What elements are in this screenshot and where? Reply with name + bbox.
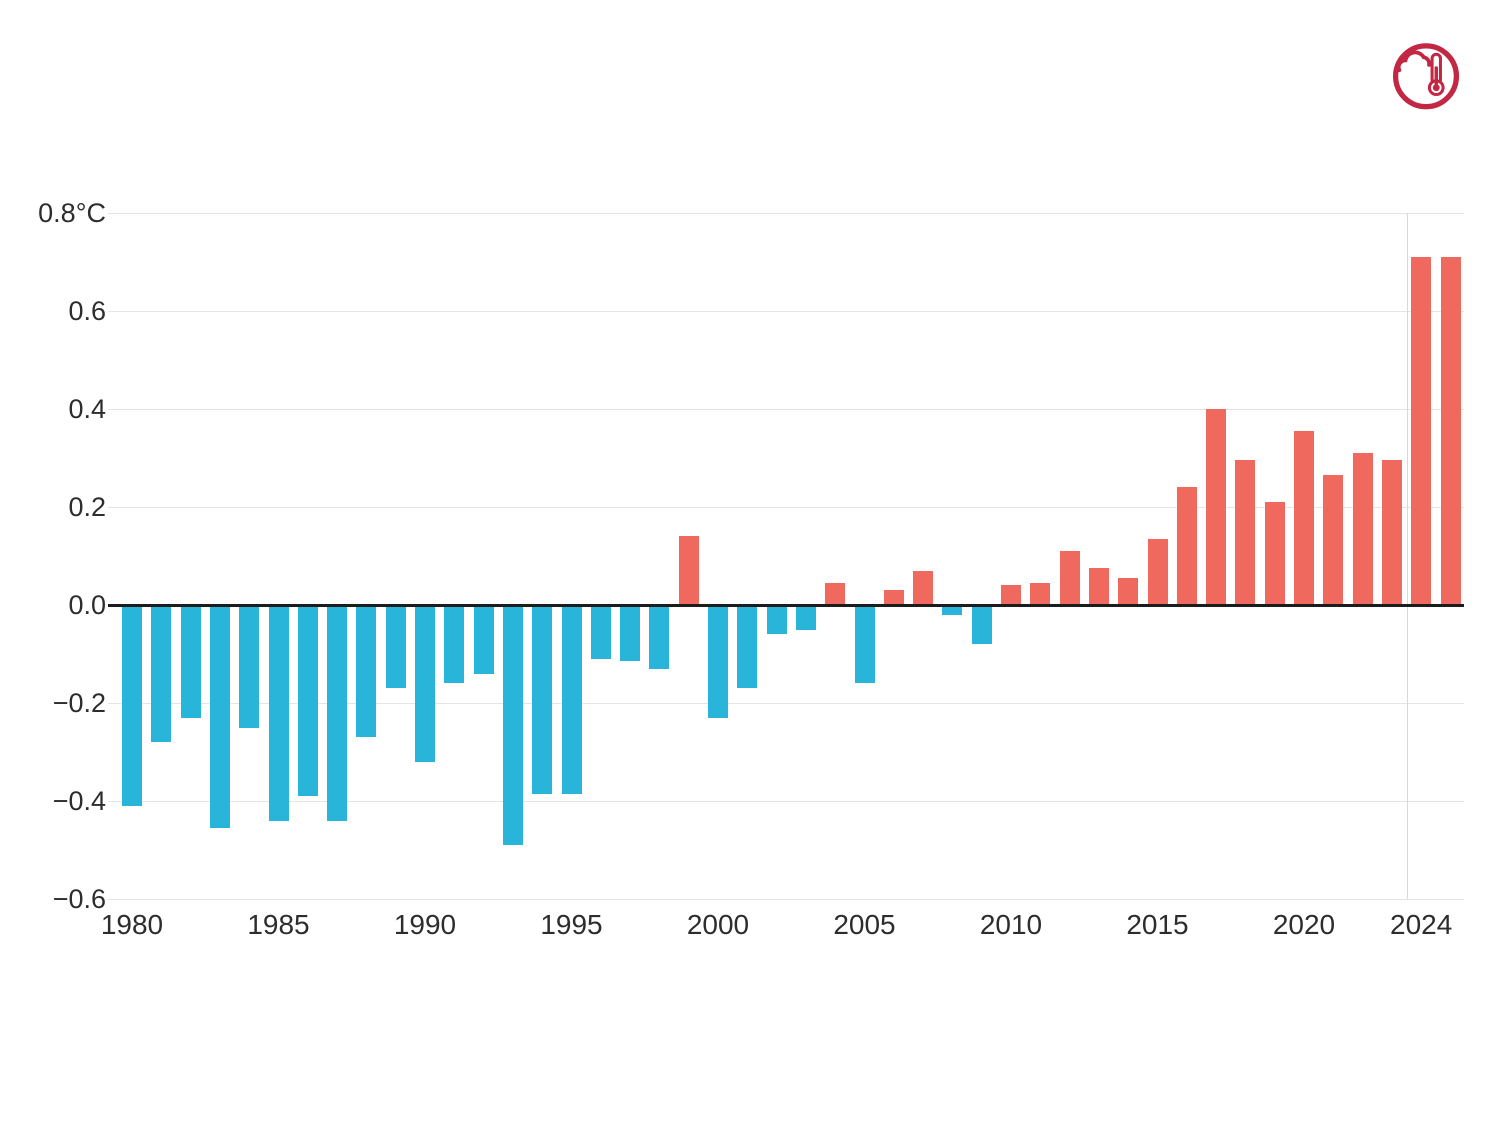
x-tick-label-1985: 1985 [247,909,310,940]
bar-1997[interactable] [620,605,641,662]
y-tick-label-0.8: 0.8°C [38,198,106,228]
bar-1986[interactable] [297,605,318,797]
bar-2006[interactable] [883,590,904,605]
bar-2024[interactable] [1411,257,1432,605]
bar-2025[interactable] [1440,257,1461,605]
x-tick-label-2010: 2010 [979,909,1043,940]
gridline-−0.6 [108,898,1464,900]
y-tick-label--0.4: −0.4 [52,786,106,816]
bar-2005[interactable] [854,605,875,684]
bar-1984[interactable] [239,605,260,728]
bar-2013[interactable] [1088,568,1109,605]
bar-2000[interactable] [708,605,728,718]
climate-logo[interactable] [1388,36,1464,112]
bar-1988[interactable] [356,605,377,738]
bar-2009[interactable] [971,605,992,645]
cloud-thermometer-icon-svg [1392,43,1460,110]
bar-2022[interactable] [1352,453,1373,605]
bar-1992[interactable] [473,605,494,674]
x-tick-label-2020: 2020 [1272,909,1336,940]
current-period-separator-line [1406,213,1408,899]
x-tick-label-1990: 1990 [393,909,457,940]
y-tick-label-0.6: 0.6 [68,296,106,326]
zero-baseline [108,603,1464,607]
bar-2016[interactable] [1176,487,1197,605]
gridline-−0.2 [108,702,1464,704]
x-tick-label-2015: 2015 [1126,909,1189,940]
bar-2012[interactable] [1059,551,1080,605]
bar-2003[interactable] [795,605,816,630]
bar-2023[interactable] [1381,460,1402,605]
y-tick-label--0.6: −0.6 [52,884,106,914]
bar-2015[interactable] [1147,538,1168,605]
bar-2002[interactable] [766,605,787,635]
bar-1998[interactable] [649,605,670,669]
gridline-−0.4 [108,800,1464,802]
y-tick-label-0.4: 0.4 [68,394,106,424]
bar-2011[interactable] [1030,582,1051,605]
bar-1983[interactable] [209,605,230,828]
bar-1996[interactable] [590,605,611,659]
bar-1995[interactable] [561,605,582,794]
x-tick-label-1995: 1995 [540,909,603,940]
bar-2008[interactable] [942,605,963,615]
y-tick-label-0: 0.0 [68,590,106,620]
bar-1991[interactable] [444,605,465,684]
bar-2010[interactable] [1001,585,1021,605]
bar-1982[interactable] [180,605,201,718]
bar-2021[interactable] [1323,475,1344,605]
bar-2018[interactable] [1235,460,1256,605]
bar-1985[interactable] [268,605,289,821]
bar-2019[interactable] [1264,502,1285,605]
bar-1990[interactable] [415,605,435,762]
cloud-thermometer-icon [1388,36,1464,112]
gridline-0.6 [108,310,1464,312]
bar-1980[interactable] [122,605,142,806]
bar-1987[interactable] [327,605,348,821]
bar-2007[interactable] [913,570,934,605]
bar-1999[interactable] [678,536,699,605]
x-tick-label-1980: 1980 [100,909,164,940]
y-tick-label-0.2: 0.2 [68,492,106,522]
bar-2001[interactable] [737,605,758,689]
bar-2020[interactable] [1294,431,1314,605]
bar-1994[interactable] [532,605,553,794]
bar-2017[interactable] [1206,409,1227,605]
gridline-0.2 [108,506,1464,508]
bar-1989[interactable] [385,605,406,689]
gridline-0.4 [108,408,1464,410]
x-tick-label-2000: 2000 [686,909,750,940]
bar-2004[interactable] [825,582,846,605]
gridline-0.8°C [108,212,1464,214]
x-tick-label-2024: 2024 [1390,909,1453,940]
y-tick-label--0.2: −0.2 [52,688,106,718]
bar-2014[interactable] [1118,578,1139,605]
x-tick-label-2005: 2005 [833,909,896,940]
bar-1993[interactable] [502,605,523,846]
bar-1981[interactable] [151,605,172,743]
